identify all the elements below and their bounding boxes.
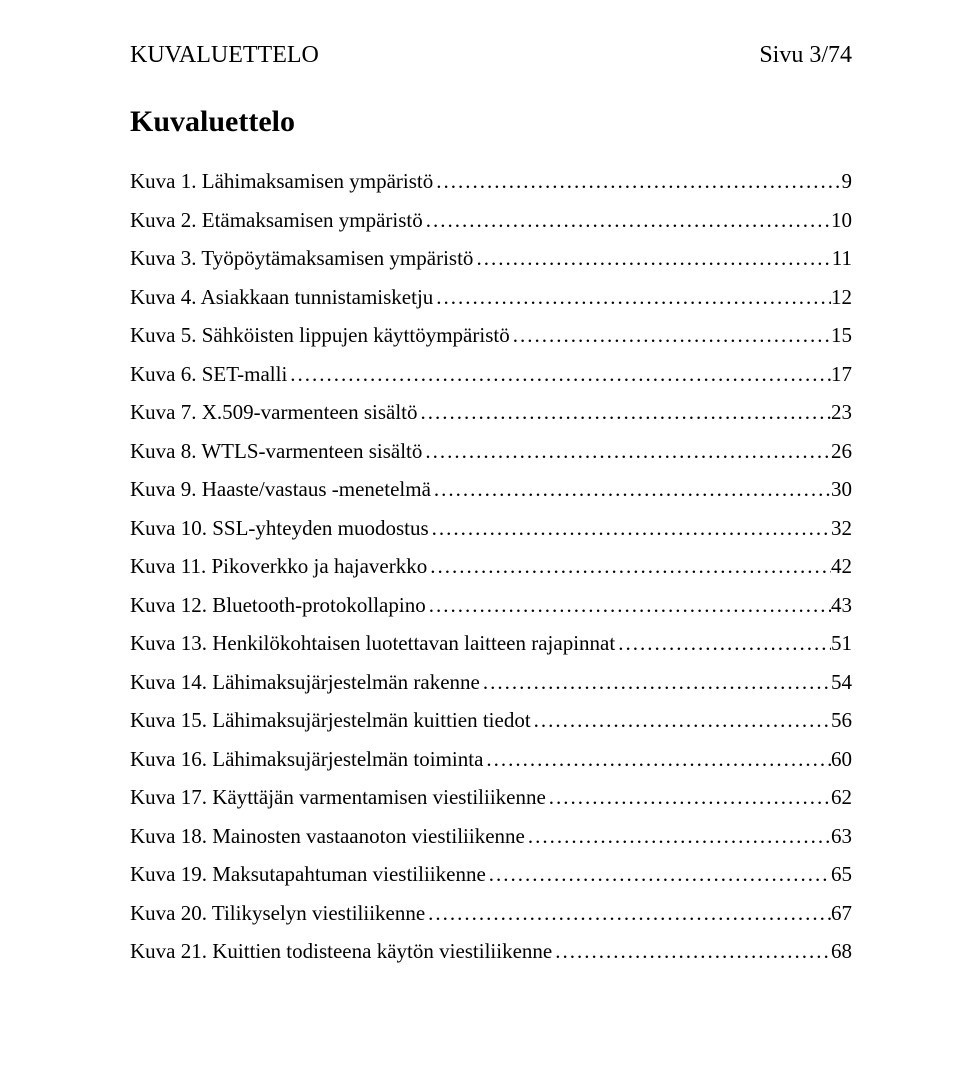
toc-leader-dots <box>287 362 831 387</box>
toc-entry-page: 54 <box>831 670 852 695</box>
toc-leader-dots <box>552 939 831 964</box>
header-left: KUVALUETTELO <box>130 42 319 69</box>
toc-entry: Kuva 10. SSL-yhteyden muodostus 32 <box>130 516 852 541</box>
toc-entry-text: Kuva 16. Lähimaksujärjestelmän toiminta <box>130 747 483 772</box>
toc-leader-dots <box>486 862 831 887</box>
toc-entry-text: Kuva 2. Etämaksamisen ympäristö <box>130 208 423 233</box>
toc-entry: Kuva 7. X.509-varmenteen sisältö 23 <box>130 400 852 425</box>
toc-leader-dots <box>418 400 831 425</box>
toc-entry: Kuva 6. SET-malli 17 <box>130 362 852 387</box>
toc-entry: Kuva 13. Henkilökohtaisen luotettavan la… <box>130 631 852 656</box>
toc-leader-dots <box>422 439 831 464</box>
toc-entry: Kuva 20. Tilikyselyn viestiliikenne 67 <box>130 901 852 926</box>
toc-entry: Kuva 2. Etämaksamisen ympäristö 10 <box>130 208 852 233</box>
toc-entry: Kuva 9. Haaste/vastaus -menetelmä 30 <box>130 477 852 502</box>
toc-entry-page: 60 <box>831 747 852 772</box>
toc-entry: Kuva 16. Lähimaksujärjestelmän toiminta 6… <box>130 747 852 772</box>
toc-entry-text: Kuva 17. Käyttäjän varmentamisen viestil… <box>130 785 546 810</box>
toc-entry-text: Kuva 12. Bluetooth-protokollapino <box>130 593 426 618</box>
toc-entry-page: 30 <box>831 477 852 502</box>
section-title: Kuvaluettelo <box>130 105 852 139</box>
toc-entry-page: 26 <box>831 439 852 464</box>
toc-entry-page: 9 <box>842 169 853 194</box>
toc-entry: Kuva 8. WTLS-varmenteen sisältö 26 <box>130 439 852 464</box>
toc-leader-dots <box>483 747 831 772</box>
document-page: KUVALUETTELO Sivu 3/74 Kuvaluettelo Kuva… <box>0 0 960 1079</box>
toc-entry: Kuva 4. Asiakkaan tunnistamisketju 12 <box>130 285 852 310</box>
toc-entry-text: Kuva 5. Sähköisten lippujen käyttöympäri… <box>130 323 510 348</box>
toc-entry-text: Kuva 11. Pikoverkko ja hajaverkko <box>130 554 427 579</box>
toc-entry-page: 32 <box>831 516 852 541</box>
toc-entry-text: Kuva 14. Lähimaksujärjestelmän rakenne <box>130 670 480 695</box>
header-right: Sivu 3/74 <box>759 42 852 69</box>
toc-entry-page: 15 <box>831 323 852 348</box>
toc-leader-dots <box>427 554 831 579</box>
toc-entry-text: Kuva 4. Asiakkaan tunnistamisketju <box>130 285 433 310</box>
toc-entry-page: 10 <box>831 208 852 233</box>
toc-leader-dots <box>425 901 831 926</box>
toc-leader-dots <box>433 169 841 194</box>
toc-leader-dots <box>531 708 831 733</box>
toc-leader-dots <box>510 323 831 348</box>
toc-leader-dots <box>546 785 831 810</box>
toc-leader-dots <box>423 208 831 233</box>
toc-entry: Kuva 14. Lähimaksujärjestelmän rakenne 54 <box>130 670 852 695</box>
toc-entry-page: 43 <box>831 593 852 618</box>
toc-entry-text: Kuva 1. Lähimaksamisen ympäristö <box>130 169 433 194</box>
toc-entry: Kuva 5. Sähköisten lippujen käyttöympäri… <box>130 323 852 348</box>
toc-entry-page: 63 <box>831 824 852 849</box>
toc-leader-dots <box>433 285 831 310</box>
toc-entry-text: Kuva 18. Mainosten vastaanoton viestilii… <box>130 824 525 849</box>
toc-entry: Kuva 1. Lähimaksamisen ympäristö 9 <box>130 169 852 194</box>
toc-entry-page: 62 <box>831 785 852 810</box>
toc-entry-page: 11 <box>832 246 852 271</box>
toc-entry-page: 65 <box>831 862 852 887</box>
toc-entry-text: Kuva 20. Tilikyselyn viestiliikenne <box>130 901 425 926</box>
toc-entry-page: 12 <box>831 285 852 310</box>
toc-entry-page: 68 <box>831 939 852 964</box>
toc-entry: Kuva 17. Käyttäjän varmentamisen viestil… <box>130 785 852 810</box>
toc-entry-page: 51 <box>831 631 852 656</box>
toc-leader-dots <box>525 824 831 849</box>
toc-entry-text: Kuva 21. Kuittien todisteena käytön vies… <box>130 939 552 964</box>
toc-leader-dots <box>473 246 831 271</box>
toc-leader-dots <box>426 593 831 618</box>
toc-entry: Kuva 3. Työpöytämaksamisen ympäristö 11 <box>130 246 852 271</box>
page-header: KUVALUETTELO Sivu 3/74 <box>130 42 852 69</box>
toc-entry-page: 56 <box>831 708 852 733</box>
toc-leader-dots <box>429 516 831 541</box>
toc-entry-text: Kuva 19. Maksutapahtuman viestiliikenne <box>130 862 486 887</box>
toc-entry-page: 17 <box>831 362 852 387</box>
toc-entry-text: Kuva 6. SET-malli <box>130 362 287 387</box>
toc-entry-text: Kuva 3. Työpöytämaksamisen ympäristö <box>130 246 473 271</box>
toc-entry: Kuva 18. Mainosten vastaanoton viestilii… <box>130 824 852 849</box>
toc-entry-text: Kuva 9. Haaste/vastaus -menetelmä <box>130 477 431 502</box>
toc-leader-dots <box>431 477 831 502</box>
toc-entry: Kuva 11. Pikoverkko ja hajaverkko 42 <box>130 554 852 579</box>
toc-entry: Kuva 19. Maksutapahtuman viestiliikenne 6… <box>130 862 852 887</box>
table-of-contents: Kuva 1. Lähimaksamisen ympäristö 9 Kuva 2.… <box>130 169 852 964</box>
toc-entry-page: 23 <box>831 400 852 425</box>
toc-entry-text: Kuva 10. SSL-yhteyden muodostus <box>130 516 429 541</box>
toc-entry-page: 42 <box>831 554 852 579</box>
toc-entry: Kuva 21. Kuittien todisteena käytön vies… <box>130 939 852 964</box>
toc-entry-text: Kuva 15. Lähimaksujärjestelmän kuittien … <box>130 708 531 733</box>
toc-entry: Kuva 12. Bluetooth-protokollapino 43 <box>130 593 852 618</box>
toc-leader-dots <box>615 631 831 656</box>
toc-entry-text: Kuva 13. Henkilökohtaisen luotettavan la… <box>130 631 615 656</box>
toc-entry-text: Kuva 8. WTLS-varmenteen sisältö <box>130 439 422 464</box>
toc-entry-page: 67 <box>831 901 852 926</box>
toc-entry: Kuva 15. Lähimaksujärjestelmän kuittien … <box>130 708 852 733</box>
toc-entry-text: Kuva 7. X.509-varmenteen sisältö <box>130 400 418 425</box>
toc-leader-dots <box>480 670 831 695</box>
